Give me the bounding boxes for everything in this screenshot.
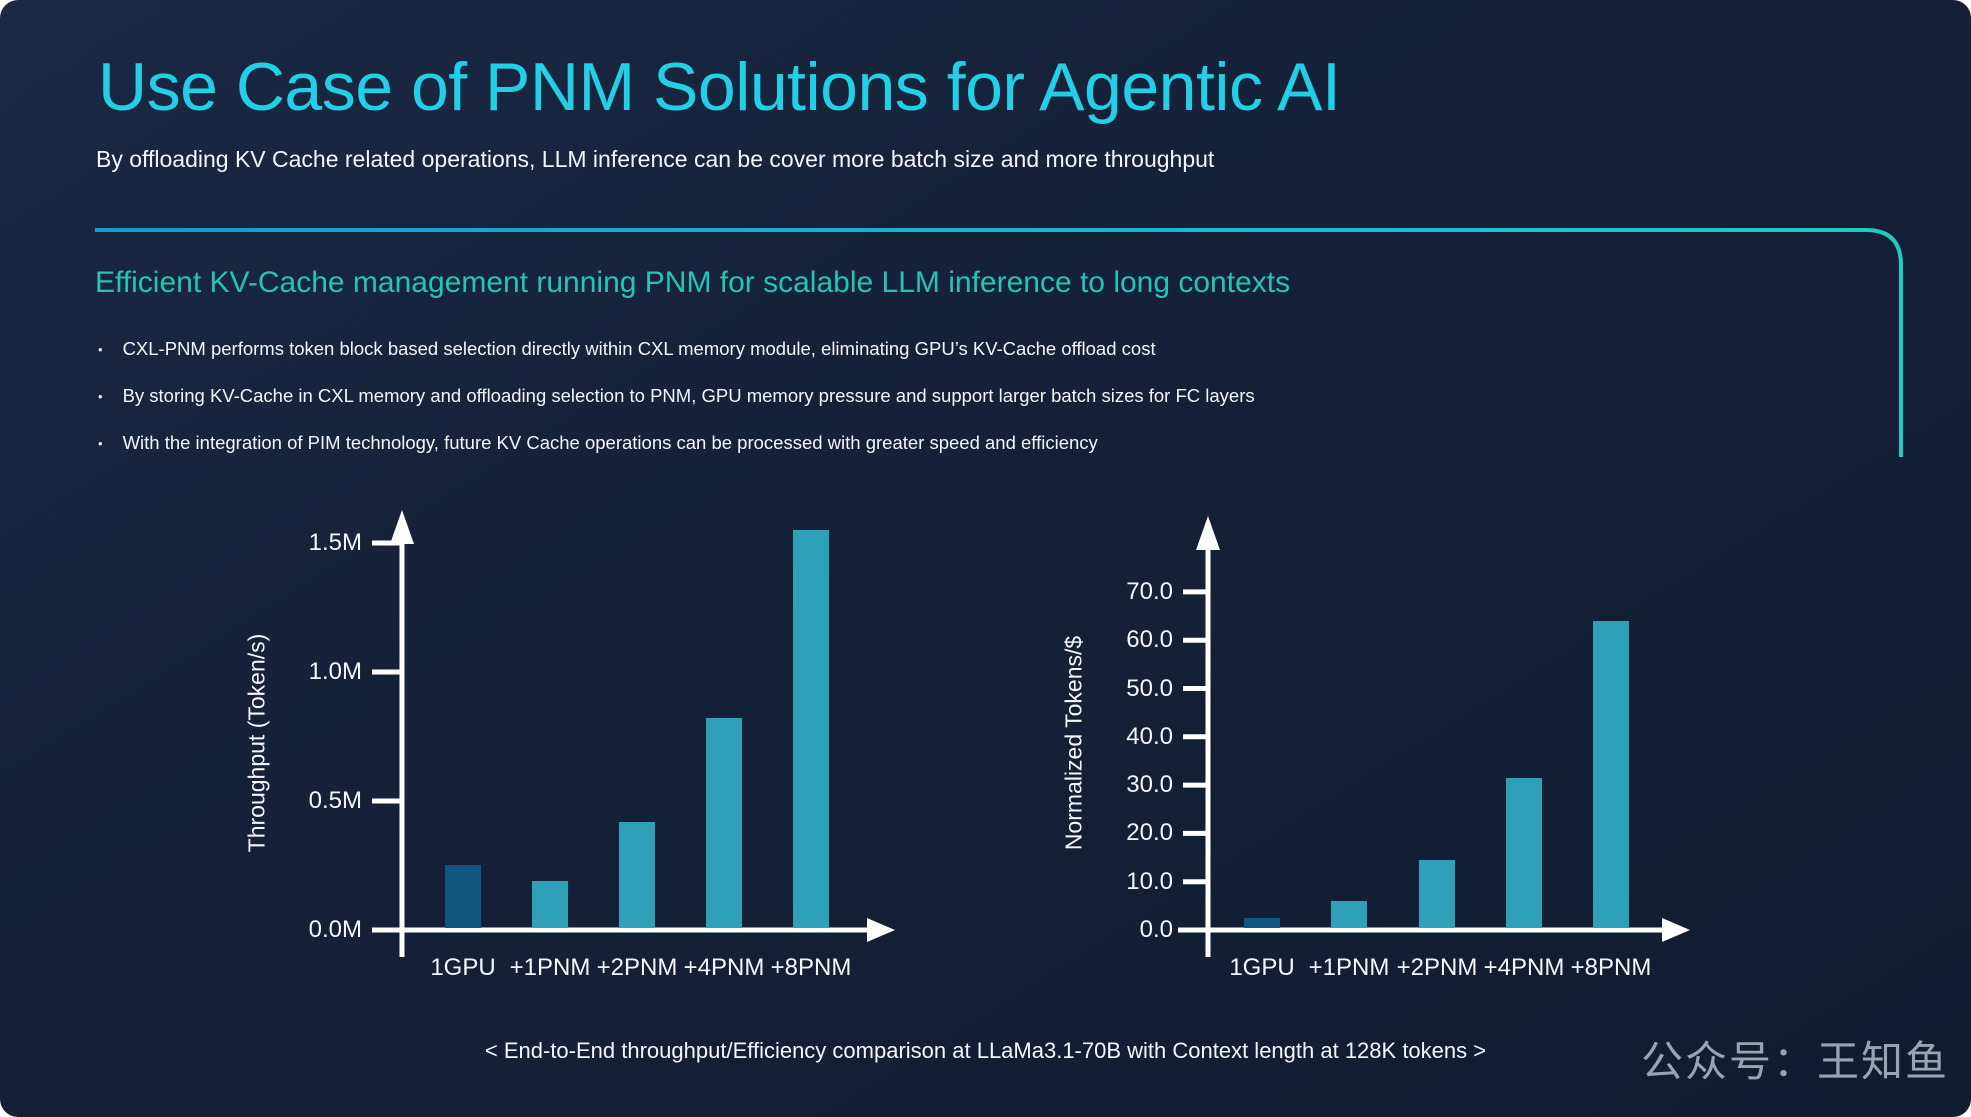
bullet-list: • CXL-PNM performs token block based sele… [98,338,1255,480]
y-tick-label: 70.0 [1126,577,1173,605]
bullet-item: • With the integration of PIM technology,… [98,432,1255,454]
watermark: 公众号：王知鱼 [1640,1038,1949,1085]
bar-+4PNM [1506,778,1542,928]
y-tick-label: 10.0 [1126,867,1173,895]
y-tick-label: 1.5M [308,529,362,556]
x-tick-label: 1GPU [430,954,496,981]
bullet-item: • CXL-PNM performs token block based sele… [98,338,1255,360]
efficiency-bar-chart: Normalized Tokens/$ 0.0 10.0 20.0 30.0 40.0 5… [1028,505,1728,1005]
x-tick-label: +4PNM [1483,954,1565,981]
bar-+4PNM [706,718,742,928]
bar-1GPU [445,865,481,928]
bar-+2PNM [1419,860,1455,928]
y-tick-label: 0.0M [308,916,362,943]
x-tick-label: +2PNM [596,954,678,981]
y-tick-label: 50.0 [1126,674,1173,702]
x-tick-label: +2PNM [1396,954,1478,981]
bullet-text: With the integration of PIM technology, … [122,432,1098,454]
slide-subtitle: By offloading KV Cache related operation… [96,146,1215,172]
y-tick-label: 30.0 [1126,771,1173,799]
bullet-text: CXL-PNM performs token block based selec… [122,338,1156,359]
x-tick-label: 1GPU [1229,954,1295,981]
bullet-item: • By storing KV-Cache in CXL memory and o… [98,385,1255,407]
bar-+1PNM [1331,901,1367,928]
chart-caption: < End-to-End throughput/Efficiency compa… [484,1038,1487,1063]
bar-+2PNM [619,822,655,928]
bullet-dot: • [98,436,103,452]
y-tick-label: 1.0M [308,658,362,685]
x-tick-label: +4PNM [683,954,765,981]
y-tick-label: 0.0 [1139,916,1173,943]
chart-axes [1178,516,1690,957]
x-tick-label: +1PNM [1308,954,1390,981]
y-tick-label: 60.0 [1126,626,1173,654]
x-tick-label: +8PNM [770,954,852,981]
y-tick-label: 40.0 [1126,722,1173,750]
bullet-text: By storing KV-Cache in CXL memory and of… [122,385,1255,407]
bullet-dot: • [98,342,103,357]
separator-rule [95,228,1903,457]
y-tick-label: 20.0 [1126,819,1173,847]
bar-+8PNM [1593,621,1629,928]
bar-+8PNM [793,530,829,928]
bullet-dot: • [98,389,103,405]
bar-+1PNM [532,881,568,928]
x-tick-label: +8PNM [1570,954,1652,981]
bar-1GPU [1244,918,1280,928]
slide-title: Use Case of PNM Solutions for Agentic AI [98,49,1341,125]
throughput-bar-chart: Throughput (Token/s) 0.0M 0.5M 1.0M 1.5M 1GP… [205,505,905,1005]
x-tick-label: +1PNM [509,954,591,981]
chart-axes [372,510,895,957]
section-heading: Efficient KV-Cache management running PN… [95,266,1291,299]
y-tick-label: 0.5M [308,787,362,814]
